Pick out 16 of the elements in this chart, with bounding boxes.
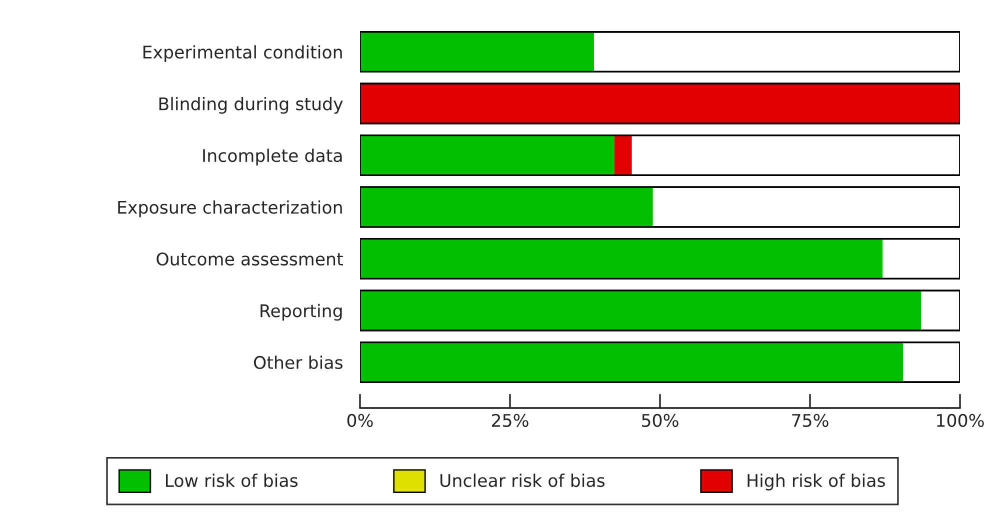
- y-tick-label: Other bias: [254, 356, 342, 370]
- x-tick-label: 75%: [792, 414, 828, 427]
- y-tick-label: Outcome assessment: [156, 252, 343, 266]
- y-tick-label: Exposure characterization: [118, 200, 342, 218]
- legend-label: Low risk of bias: [166, 474, 298, 488]
- x-tick-label: 100%: [937, 414, 984, 427]
- legend-label: Unclear risk of bias: [440, 474, 605, 488]
- y-tick-label: Incomplete data: [203, 148, 342, 166]
- y-tick-label: Blinding during study: [159, 96, 343, 114]
- legend-label: High risk of bias: [748, 474, 885, 490]
- y-tick-label: Experimental condition: [143, 45, 342, 62]
- x-tick-label: 0%: [347, 414, 373, 427]
- y-tick-label: Reporting: [260, 304, 342, 321]
- x-tick-label: 25%: [492, 414, 528, 427]
- x-tick-label: 50%: [642, 414, 678, 427]
- bar: [614, 135, 632, 176]
